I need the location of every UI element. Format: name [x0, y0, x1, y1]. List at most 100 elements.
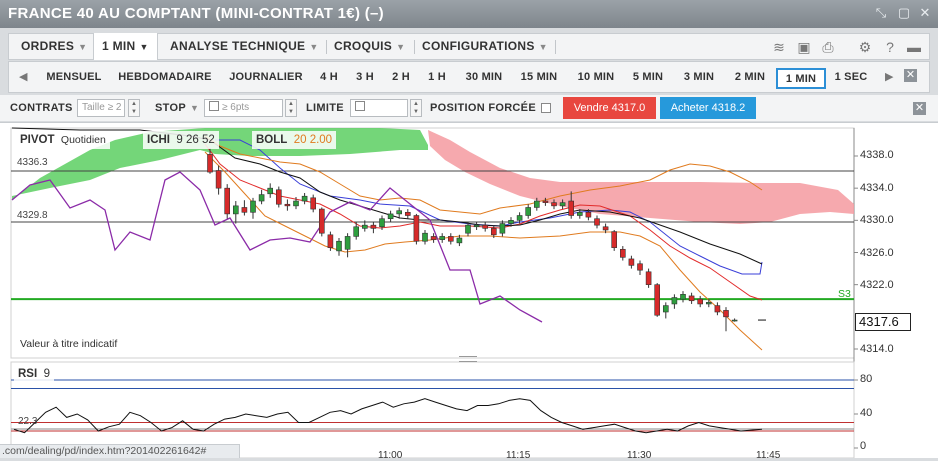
- stop-placeholder: ≥ 6pts: [222, 102, 250, 113]
- rsi-level-label: 22.3: [18, 416, 38, 427]
- layers-icon[interactable]: ≋: [773, 39, 785, 55]
- pivot-level-label-top: 4336.3: [17, 157, 48, 168]
- timeframe-3min[interactable]: 3 MIN: [683, 71, 715, 83]
- time-tick: 11:45: [756, 450, 781, 461]
- order-bar: CONTRATS Taille ≥ 2 ▲ ▼ STOP ▼ ≥ 6pts ▲ ▼ …: [0, 95, 938, 121]
- y-tick: 4334.0: [860, 182, 894, 194]
- sell-button[interactable]: Vendre 4317.0: [563, 97, 656, 119]
- comment-icon[interactable]: ▬: [907, 39, 921, 55]
- menu-separator: [555, 40, 556, 54]
- menu-croquis[interactable]: CROQUIS ▼: [326, 34, 413, 59]
- stop-label: STOP: [155, 102, 186, 114]
- ichi-legend[interactable]: ICHI 9 26 52: [143, 131, 219, 149]
- time-tick: 11:30: [627, 450, 652, 461]
- time-tick: 11:15: [506, 450, 531, 461]
- rsi-tick: 40: [860, 407, 873, 419]
- close-order-bar-icon[interactable]: ✕: [913, 102, 926, 115]
- pivot-legend[interactable]: PIVOT Quotidien: [16, 131, 110, 149]
- pivot-legend-label: PIVOT: [20, 134, 55, 146]
- caret-down-icon: ▼: [396, 42, 406, 52]
- close-icon[interactable]: ✕: [919, 5, 931, 20]
- y-tick: 4314.0: [860, 343, 894, 355]
- menu-configurations[interactable]: CONFIGURATIONS ▼: [414, 34, 556, 59]
- y-tick: 4338.0: [860, 149, 894, 161]
- forced-position-checkbox[interactable]: [541, 103, 551, 113]
- caret-down-icon: ▼: [139, 42, 149, 52]
- contracts-stepper[interactable]: ▲ ▼: [128, 99, 140, 117]
- stop-input[interactable]: ≥ 6pts: [204, 99, 283, 117]
- chart-area[interactable]: [0, 122, 938, 458]
- timeframe-hebdomadaire[interactable]: HEBDOMADAIRE: [118, 71, 212, 83]
- menu-label: CROQUIS: [334, 39, 393, 53]
- pivot-level-label-mid: 4329.8: [17, 210, 48, 221]
- boll-legend-label: BOLL: [256, 134, 288, 146]
- limit-stepper[interactable]: ▲ ▼: [410, 99, 422, 117]
- timeframe-1min[interactable]: 1 MIN: [776, 68, 826, 89]
- close-timeframe-bar-icon[interactable]: ✕: [904, 69, 917, 82]
- y-tick: 4322.0: [860, 279, 894, 291]
- y-tick: 4330.0: [860, 214, 894, 226]
- timeframe-5min[interactable]: 5 MIN: [632, 71, 664, 83]
- gear-icon[interactable]: ⚙: [858, 39, 872, 55]
- timeframe-15min[interactable]: 15 MIN: [520, 71, 558, 83]
- timeframe-3h[interactable]: 3 H: [356, 71, 374, 83]
- menu-separator: [414, 40, 415, 54]
- forced-position-label: POSITION FORCÉE: [430, 102, 536, 114]
- window-titlebar: FRANCE 40 AU COMPTANT (MINI-CONTRAT 1€) …: [0, 0, 938, 28]
- pivot-legend-period: Quotidien: [60, 134, 106, 146]
- rsi-legend-period: 9: [43, 368, 50, 380]
- caret-down-icon: ▼: [78, 42, 88, 52]
- rsi-legend[interactable]: RSI 9: [14, 366, 54, 382]
- ichi-legend-label: ICHI: [147, 134, 170, 146]
- menu-analyse-technique[interactable]: ANALYSE TECHNIQUE ▼: [162, 34, 327, 59]
- menu-interval[interactable]: 1 MIN ▼: [93, 33, 158, 60]
- timeframe-1h[interactable]: 1 H: [428, 71, 446, 83]
- limit-input[interactable]: [350, 99, 408, 117]
- contracts-label: CONTRATS: [10, 102, 73, 114]
- boll-legend[interactable]: BOLL 20 2.00: [252, 131, 337, 149]
- buy-button[interactable]: Acheter 4318.2: [660, 97, 756, 119]
- menu-ordres[interactable]: ORDRES ▼: [13, 34, 95, 59]
- time-tick: 11:00: [378, 450, 403, 461]
- caret-down-icon: ▼: [538, 42, 548, 52]
- scroll-right-icon[interactable]: ▶: [885, 71, 894, 83]
- menu-label: 1 MIN: [102, 39, 136, 53]
- maximize-icon[interactable]: ▢: [897, 5, 911, 20]
- rsi-tick: 80: [860, 373, 873, 385]
- timeframe-1sec[interactable]: 1 SEC: [834, 71, 868, 83]
- timeframe-30min[interactable]: 30 MIN: [465, 71, 503, 83]
- timeframe-bar: ◀ MENSUEL HEBDOMADAIRE JOURNALIER 4 H 3 …: [8, 61, 930, 93]
- window-title: FRANCE 40 AU COMPTANT (MINI-CONTRAT 1€) …: [8, 5, 384, 22]
- menu-label: ANALYSE TECHNIQUE: [170, 39, 306, 53]
- print-icon[interactable]: ⎙: [822, 39, 834, 55]
- menu-label: ORDRES: [21, 39, 75, 53]
- indicative-value-note: Valeur à titre indicatif: [20, 338, 118, 350]
- ichi-legend-params: 9 26 52: [176, 134, 215, 146]
- caret-down-icon: ▼: [309, 42, 319, 52]
- boll-legend-params: 20 2.00: [293, 134, 333, 146]
- s3-level-label: S3: [838, 288, 851, 300]
- collapse-icon[interactable]: ⤡: [875, 5, 887, 20]
- scroll-left-icon[interactable]: ◀: [19, 71, 28, 83]
- menu-separator: [326, 40, 327, 54]
- stop-caret-down-icon[interactable]: ▼: [190, 103, 199, 113]
- timeframe-journalier[interactable]: JOURNALIER: [229, 71, 303, 83]
- timeframe-4h[interactable]: 4 H: [320, 71, 338, 83]
- current-price-box: 4317.6: [855, 313, 911, 331]
- pane-resize-handle[interactable]: [459, 356, 477, 362]
- rsi-tick: 0: [860, 440, 867, 452]
- stop-stepper[interactable]: ▲ ▼: [285, 99, 297, 117]
- stop-checkbox[interactable]: [209, 101, 219, 111]
- help-icon[interactable]: ?: [886, 39, 894, 55]
- limit-label: LIMITE: [306, 102, 344, 114]
- menu-label: CONFIGURATIONS: [422, 39, 535, 53]
- y-tick: 4326.0: [860, 247, 894, 259]
- rsi-legend-label: RSI: [18, 368, 38, 380]
- contracts-input[interactable]: Taille ≥ 2: [77, 99, 125, 117]
- timeframe-10min[interactable]: 10 MIN: [577, 71, 615, 83]
- limit-checkbox[interactable]: [355, 101, 365, 111]
- timeframe-mensuel[interactable]: MENSUEL: [46, 71, 102, 83]
- timeframe-2min[interactable]: 2 MIN: [734, 71, 766, 83]
- image-icon[interactable]: ▣: [797, 39, 811, 55]
- timeframe-2h[interactable]: 2 H: [392, 71, 410, 83]
